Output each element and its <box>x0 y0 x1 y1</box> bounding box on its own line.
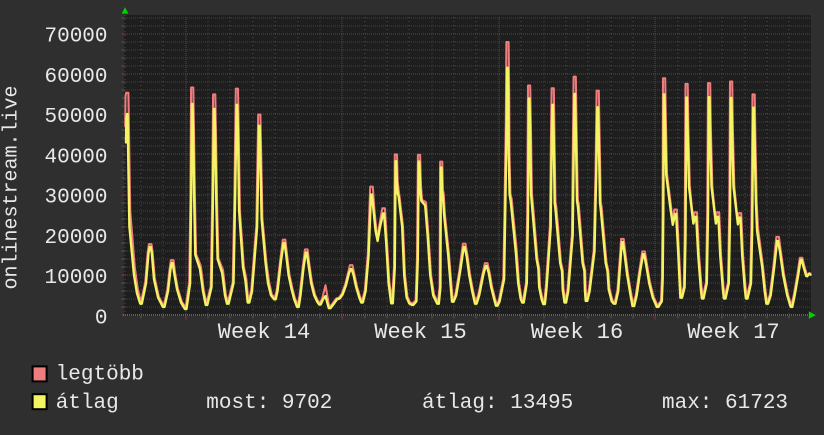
svg-text:legtöbb: legtöbb <box>56 364 144 387</box>
svg-text:Week 16: Week 16 <box>531 320 623 345</box>
svg-text:50000: 50000 <box>44 106 107 129</box>
svg-text:40000: 40000 <box>44 146 107 169</box>
svg-text:Week 15: Week 15 <box>374 320 466 345</box>
svg-text:30000: 30000 <box>44 187 107 210</box>
svg-text:10000: 10000 <box>44 267 107 290</box>
svg-text:átlag: átlag <box>56 392 119 415</box>
svg-text:most: 9702: most: 9702 <box>206 392 332 415</box>
svg-text:Week 17: Week 17 <box>687 320 779 345</box>
svg-text:20000: 20000 <box>44 227 107 250</box>
svg-text:Week 14: Week 14 <box>218 320 310 345</box>
svg-text:60000: 60000 <box>44 66 107 89</box>
svg-text:max: 61723: max: 61723 <box>662 392 788 415</box>
svg-text:70000: 70000 <box>44 26 107 49</box>
svg-text:átlag: 13495: átlag: 13495 <box>422 392 573 415</box>
svg-text:onlinestream.live: onlinestream.live <box>1 85 24 289</box>
svg-text:0: 0 <box>95 307 108 330</box>
